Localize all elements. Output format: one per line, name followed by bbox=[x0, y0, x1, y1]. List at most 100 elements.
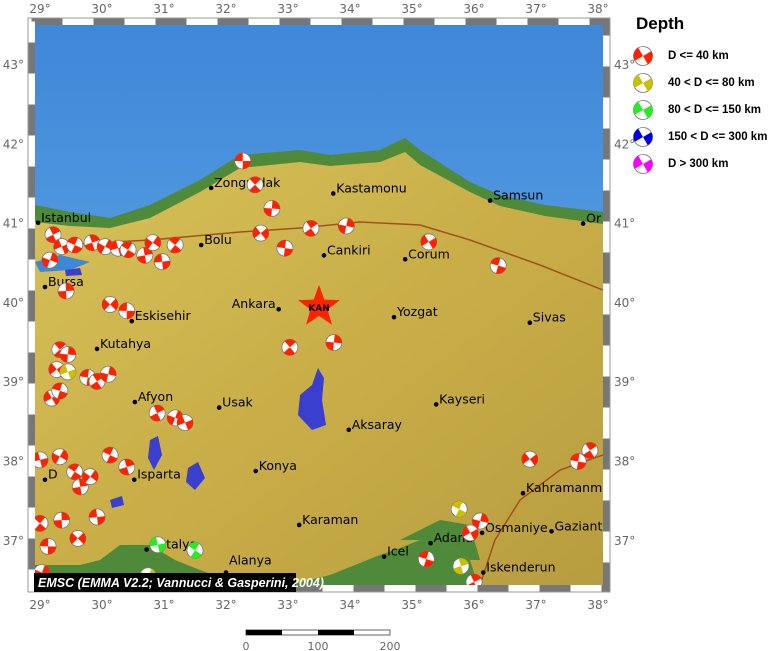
focal-mechanism-shallow bbox=[166, 236, 184, 254]
lat-tick-left: 43° bbox=[3, 58, 24, 72]
focal-mechanism-shallow bbox=[176, 414, 194, 432]
attribution: EMSC (EMMA V2.2; Vannucci & Gasperini, 2… bbox=[38, 576, 324, 590]
focal-mechanism-shallow bbox=[66, 236, 84, 254]
focal-mechanism-shallow bbox=[35, 514, 49, 532]
lon-tick-bottom: 37° bbox=[525, 598, 546, 612]
city-label: Alanya bbox=[229, 553, 272, 568]
focal-mechanism-shallow bbox=[53, 238, 71, 255]
city-konya: Konya bbox=[253, 458, 297, 474]
focal-mechanism-shallow bbox=[53, 511, 71, 529]
focal-mechanism-shallow bbox=[39, 537, 57, 555]
city-label: Kahramanm bbox=[526, 480, 602, 495]
lat-tick-right: 42° bbox=[614, 137, 635, 151]
city-dot bbox=[330, 191, 336, 196]
focal-mechanism-intermediate bbox=[450, 500, 468, 518]
city-label: Bursa bbox=[48, 274, 84, 289]
beachball-icon bbox=[633, 45, 653, 66]
focal-mechanism-shallow bbox=[59, 346, 77, 363]
city-ankara: Ankara bbox=[232, 296, 282, 312]
lon-tick-top: 33° bbox=[277, 2, 298, 16]
city-isparta: Isparta bbox=[131, 467, 181, 483]
lon-tick-bottom: 35° bbox=[401, 598, 422, 612]
lon-tick-bottom: 36° bbox=[463, 598, 484, 612]
lon-tick-top: 31° bbox=[153, 2, 174, 16]
city-label: Osmaniye bbox=[485, 520, 548, 535]
focal-mechanism-shallow bbox=[148, 404, 166, 422]
fault-line bbox=[59, 221, 603, 291]
lat-tick-left: 40° bbox=[3, 296, 24, 310]
focal-mechanism-shallow bbox=[420, 233, 438, 251]
lat-tick-right: 38° bbox=[614, 455, 635, 469]
lon-tick-top: 38° bbox=[587, 2, 608, 16]
city-afyon: Afyon bbox=[132, 389, 173, 405]
legend-label: D > 300 km bbox=[668, 157, 729, 170]
city-dot bbox=[131, 477, 137, 483]
city-dot bbox=[42, 284, 48, 290]
focal-mechanism-deep bbox=[149, 536, 167, 554]
city-dot bbox=[479, 530, 485, 536]
city-label: Yozgat bbox=[396, 304, 438, 319]
city-kutahya: Kutahya bbox=[94, 336, 151, 352]
city-label: Icel bbox=[387, 544, 409, 559]
focal-mechanism-shallow bbox=[41, 251, 59, 269]
city-yozgat: Yozgat bbox=[391, 304, 438, 320]
city-label: D bbox=[48, 467, 58, 482]
lon-tick-top: 37° bbox=[525, 2, 546, 16]
lat-tick-right: 40° bbox=[614, 296, 635, 310]
city-bursa: Bursa bbox=[42, 274, 84, 290]
focal-mechanism-shallow bbox=[44, 226, 62, 244]
city-zonguldak: Zonguldak bbox=[208, 175, 281, 191]
legend-label: D <= 40 km bbox=[668, 49, 729, 62]
city-dot bbox=[580, 221, 586, 226]
beachball-icon bbox=[633, 99, 653, 120]
focal-mechanism-shallow bbox=[81, 468, 99, 485]
city-dot bbox=[381, 554, 387, 559]
lon-tick-bottom: 38° bbox=[587, 598, 608, 612]
focal-mechanism-shallow bbox=[521, 450, 539, 468]
city-label: Usak bbox=[222, 395, 253, 410]
focal-mechanism-shallow bbox=[66, 463, 84, 481]
focal-mechanism-shallow bbox=[337, 217, 355, 235]
focal-mechanism-shallow bbox=[471, 512, 489, 530]
focal-mechanism-shallow bbox=[69, 530, 87, 547]
city-osmaniye: Osmaniye bbox=[479, 520, 548, 536]
city-label: Konya bbox=[259, 458, 297, 473]
lat-tick-left: 38° bbox=[3, 455, 24, 469]
scale-label-100: 100 bbox=[308, 640, 329, 651]
beachball-icon bbox=[633, 72, 653, 93]
city-dot bbox=[129, 318, 135, 324]
legend-item: D > 300 km bbox=[632, 150, 777, 177]
city-label: Sivas bbox=[533, 310, 566, 325]
city-label: Kayseri bbox=[439, 391, 485, 406]
city-label: Aksaray bbox=[352, 417, 403, 432]
lat-tick-right: 43° bbox=[614, 58, 635, 72]
legend-item: 80 < D <= 150 km bbox=[632, 96, 777, 123]
city-or: Or bbox=[580, 211, 602, 226]
legend-label: 40 < D <= 80 km bbox=[668, 76, 755, 89]
focal-mechanism-shallow bbox=[263, 200, 281, 217]
city-dot bbox=[132, 399, 138, 405]
city-karaman: Karaman bbox=[296, 512, 358, 528]
focal-mechanism-shallow bbox=[101, 446, 119, 464]
burdur-lake bbox=[110, 496, 124, 508]
lat-tick-right: 41° bbox=[614, 217, 635, 231]
lat-tick-left: 39° bbox=[3, 375, 24, 389]
city-dot bbox=[402, 256, 408, 262]
focal-mechanism-shallow bbox=[246, 176, 264, 194]
focal-mechanism-shallow bbox=[489, 257, 507, 275]
focal-mechanism-shallow bbox=[465, 573, 483, 585]
lon-tick-bottom: 34° bbox=[339, 598, 360, 612]
city-dot bbox=[433, 402, 439, 407]
city-dot bbox=[276, 306, 282, 312]
city-label: Bolu bbox=[204, 232, 232, 247]
lat-tick-left: 37° bbox=[3, 534, 24, 548]
city-dot bbox=[527, 320, 533, 326]
city-label: Corum bbox=[408, 246, 450, 261]
city-corum: Corum bbox=[402, 246, 450, 262]
scale-label-0: 0 bbox=[243, 640, 250, 651]
city-dot bbox=[346, 427, 352, 433]
city-label: Karaman bbox=[302, 512, 358, 527]
legend-item: D <= 40 km bbox=[632, 42, 777, 69]
city-dot bbox=[208, 185, 214, 191]
focal-mechanism-shallow bbox=[581, 441, 599, 459]
